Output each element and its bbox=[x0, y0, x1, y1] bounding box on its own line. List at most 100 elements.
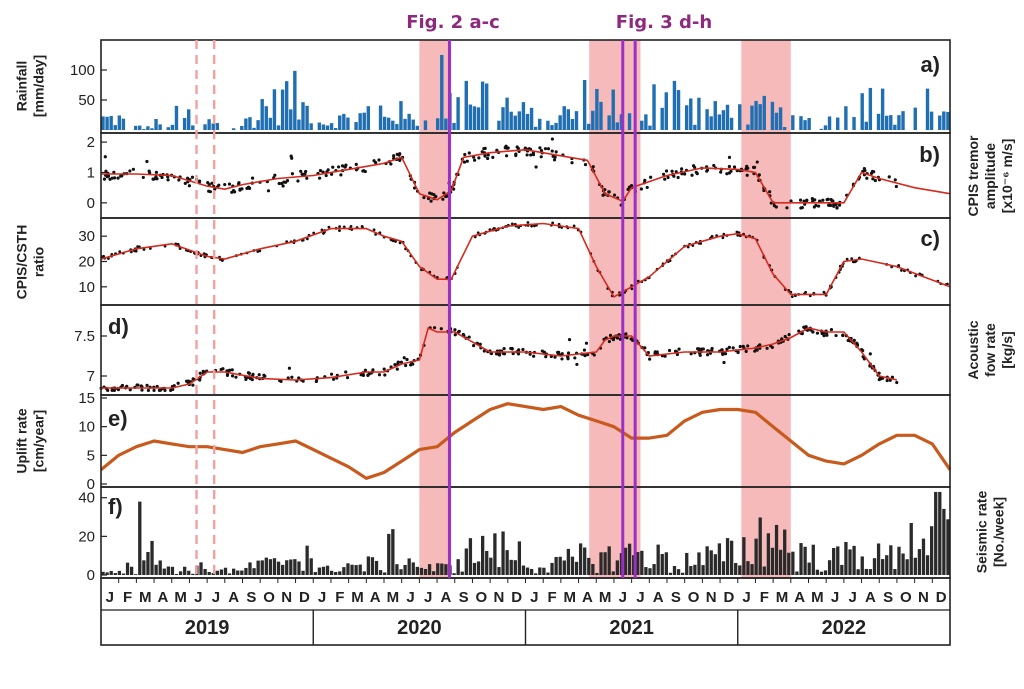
tremor-point bbox=[643, 178, 647, 182]
tremor-point bbox=[299, 169, 303, 173]
tremor-point bbox=[534, 165, 538, 169]
rain-bar bbox=[354, 122, 358, 130]
flow-point bbox=[377, 373, 382, 377]
axis-label-group: CPIS/CSTH ratio bbox=[14, 225, 47, 300]
flow-point bbox=[567, 337, 572, 342]
tremor-point bbox=[289, 154, 293, 158]
seismic-bar bbox=[460, 571, 464, 575]
seismic-bar bbox=[138, 501, 142, 575]
seismic-bar bbox=[615, 560, 619, 575]
seismic-bar bbox=[293, 559, 297, 575]
rain-bar bbox=[256, 120, 260, 130]
seismic-bar bbox=[215, 570, 219, 575]
tremor-point bbox=[154, 175, 158, 179]
tremor-point bbox=[208, 190, 212, 194]
ytick-label-e: 0 bbox=[87, 476, 95, 493]
rain-bar bbox=[836, 117, 840, 130]
tremor-point bbox=[676, 175, 680, 180]
seismic-bar bbox=[358, 564, 362, 575]
month-label: A bbox=[794, 589, 805, 606]
seismic-bar bbox=[232, 568, 236, 575]
seismic-bar bbox=[452, 573, 456, 575]
seismic-bar bbox=[599, 552, 603, 575]
seismic-bar bbox=[864, 568, 868, 575]
flow-point bbox=[618, 337, 622, 341]
seismic-bar bbox=[860, 556, 864, 575]
tremor-point bbox=[663, 177, 667, 181]
seismic-bar bbox=[464, 548, 468, 575]
tremor-point bbox=[504, 154, 509, 158]
flow-point bbox=[648, 357, 652, 361]
ratio-point bbox=[526, 221, 530, 224]
rain-bar bbox=[574, 111, 579, 130]
axis-label-group: Seismic rate [No./week] bbox=[974, 491, 1007, 574]
flow-point bbox=[770, 345, 774, 349]
rain-bar bbox=[762, 95, 766, 130]
seismic-bar bbox=[501, 531, 505, 575]
seismic-bar bbox=[219, 569, 224, 575]
flow-point bbox=[624, 332, 628, 336]
tremor-point bbox=[273, 173, 277, 177]
seismic-bar bbox=[885, 555, 889, 575]
seismic-bar bbox=[309, 558, 313, 575]
rain-bar bbox=[819, 128, 824, 130]
rain-bar bbox=[705, 109, 709, 130]
seismic-bar bbox=[844, 542, 848, 575]
rain-bar bbox=[823, 125, 828, 130]
rain-bar bbox=[627, 113, 632, 130]
year-label: 2020 bbox=[397, 617, 442, 639]
tremor-point bbox=[694, 170, 698, 174]
rain-bar bbox=[897, 115, 901, 130]
tremor-point bbox=[591, 165, 595, 169]
flow-point bbox=[731, 346, 735, 350]
flow-point bbox=[528, 352, 532, 356]
seismic-bar bbox=[505, 550, 509, 575]
tremor-point bbox=[145, 159, 149, 164]
flow-point bbox=[705, 353, 710, 357]
rain-bar bbox=[591, 110, 595, 130]
rain-bar bbox=[174, 105, 179, 130]
rain-bar bbox=[252, 127, 256, 130]
seismic-bar bbox=[403, 564, 407, 575]
seismic-bar bbox=[493, 533, 497, 575]
rain-bar bbox=[391, 120, 395, 130]
rain-bar bbox=[191, 125, 195, 130]
flow-point bbox=[544, 355, 548, 359]
month-label: J bbox=[406, 589, 414, 606]
tremor-point bbox=[281, 184, 285, 188]
tremor-point bbox=[570, 161, 574, 165]
seismic-bar bbox=[285, 560, 289, 575]
tremor-point bbox=[250, 176, 255, 180]
flow-point bbox=[497, 353, 502, 357]
tremor-point bbox=[639, 187, 643, 191]
seismic-bar bbox=[427, 564, 432, 575]
tremor-point bbox=[661, 172, 666, 176]
tremor-point bbox=[112, 170, 116, 174]
flow-point bbox=[246, 371, 251, 375]
seismic-bar bbox=[697, 552, 701, 575]
rain-bar bbox=[746, 124, 750, 130]
flow-point bbox=[225, 373, 230, 377]
flow-point bbox=[765, 346, 769, 350]
ratio-point bbox=[533, 224, 536, 228]
seismic-bar bbox=[268, 559, 273, 575]
tremor-point bbox=[305, 176, 309, 180]
rain-bar bbox=[868, 87, 873, 130]
seismic-bar bbox=[481, 535, 485, 575]
month-label: J bbox=[194, 589, 202, 606]
rain-bar bbox=[280, 89, 285, 130]
seismic-bar bbox=[729, 540, 734, 575]
flow-point bbox=[611, 338, 616, 342]
tremor-point bbox=[543, 147, 548, 151]
rain-bar bbox=[676, 90, 681, 130]
axis-label-line: fow rate bbox=[982, 323, 998, 377]
ratio-point bbox=[853, 260, 857, 264]
flow-point bbox=[829, 327, 834, 332]
ratio-point bbox=[804, 290, 808, 294]
tremor-point bbox=[893, 178, 897, 182]
flow-point bbox=[345, 376, 350, 380]
tremor-point bbox=[246, 185, 251, 189]
seismic-bar bbox=[395, 564, 399, 575]
seismic-bar bbox=[819, 571, 824, 575]
rain-bar bbox=[791, 115, 795, 130]
